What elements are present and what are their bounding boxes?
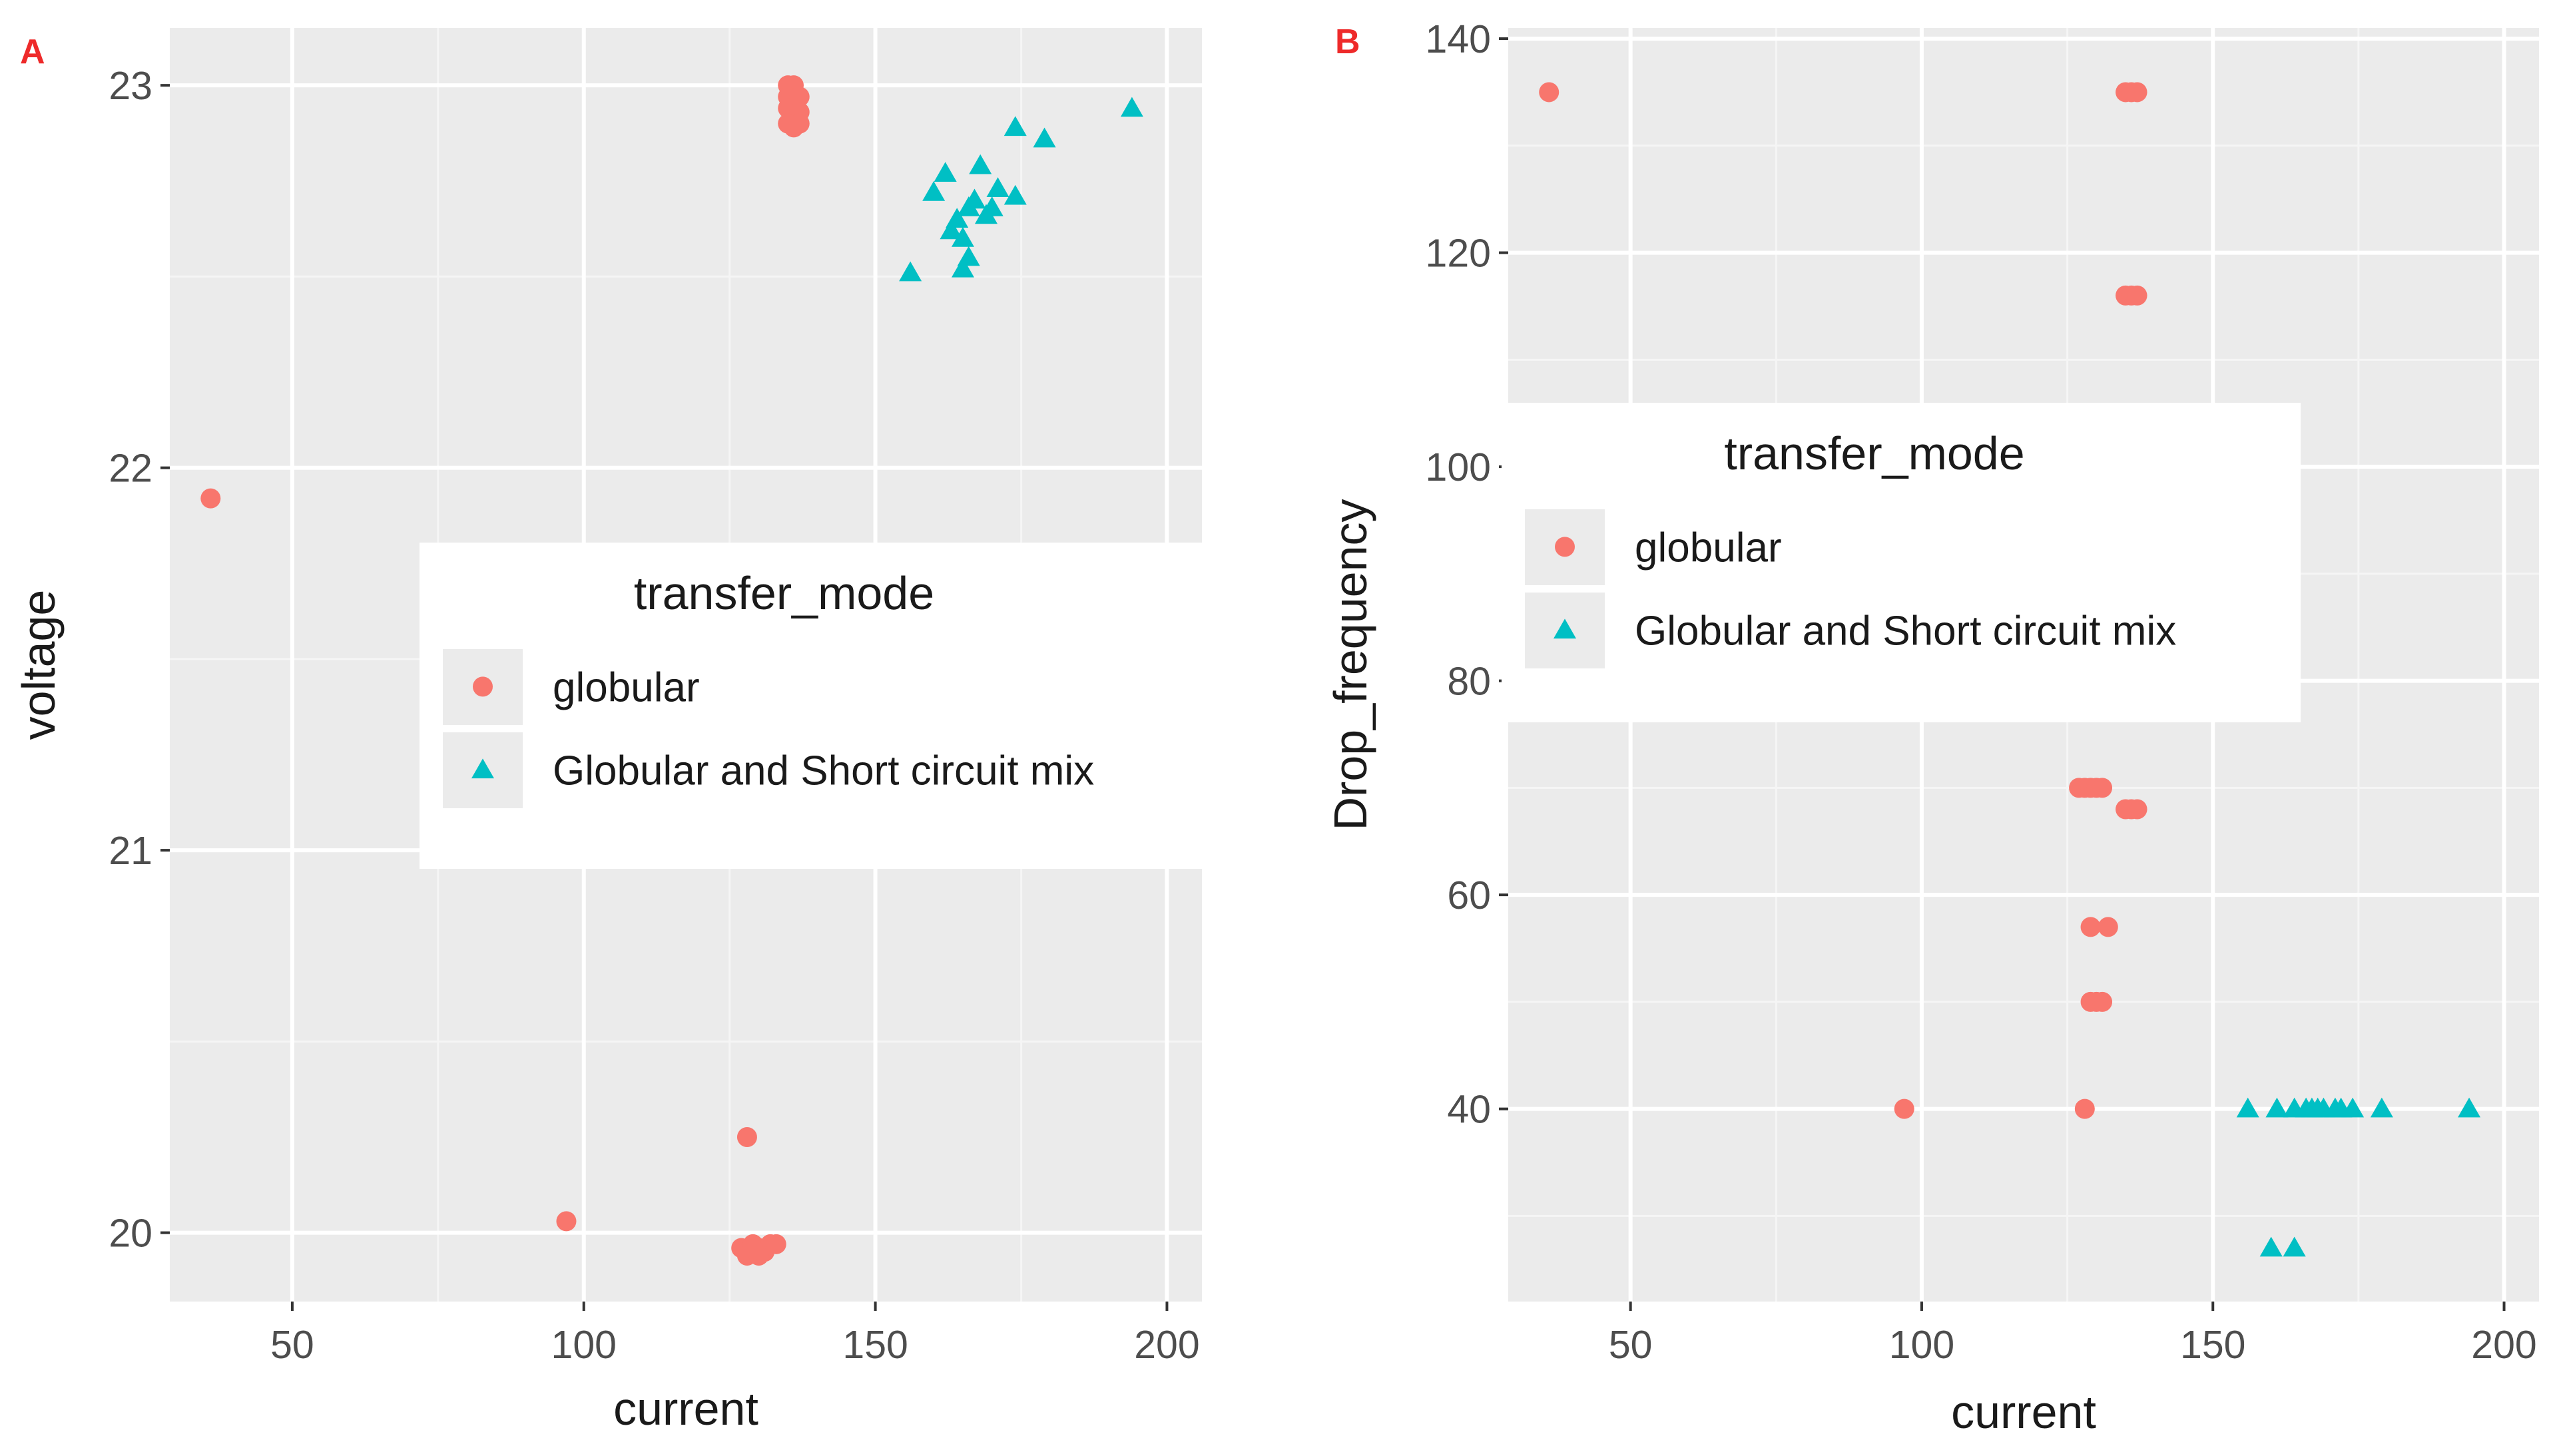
legend-key-globular-symbol xyxy=(1555,537,1575,557)
y-axis-title: Drop_frequency xyxy=(1324,499,1376,830)
y-tick-label: 140 xyxy=(1426,17,1491,61)
x-tick-label: 150 xyxy=(842,1323,908,1367)
legend: transfer_mode globular Globular and Short … xyxy=(1502,403,2301,722)
data-point-mix xyxy=(1120,97,1143,117)
y-axis-title: voltage xyxy=(13,590,65,740)
legend: transfer_mode globular Globular and Short … xyxy=(420,543,1202,869)
legend-title: transfer_mode xyxy=(1724,427,2024,479)
y-tick-label: 22 xyxy=(109,447,152,491)
data-point-mix xyxy=(974,204,997,224)
legend-label: globular xyxy=(553,664,700,710)
data-point-mix xyxy=(1003,184,1027,205)
data-point-mix xyxy=(986,177,1009,198)
legend-label: globular xyxy=(1635,525,1782,571)
data-point-globular xyxy=(2080,917,2101,937)
y-tick-label: 120 xyxy=(1426,232,1491,276)
legend-key-mix-symbol xyxy=(471,758,494,779)
x-tick-label: 50 xyxy=(1609,1323,1653,1367)
legend-label: Globular and Short circuit mix xyxy=(1635,608,2176,654)
data-point-globular xyxy=(2074,1098,2095,1119)
chart-panel-a: 50 100 150 200 20 21 22 23 current voltage Atransf… xyxy=(13,28,1202,1435)
y-tick-label: 40 xyxy=(1447,1088,1491,1132)
data-point-globular xyxy=(789,113,810,134)
data-point-globular xyxy=(2127,82,2147,103)
data-point-globular xyxy=(2098,917,2118,937)
data-point-mix xyxy=(2458,1097,2481,1118)
data-point-globular xyxy=(748,1246,769,1266)
y-tick-label: 21 xyxy=(109,829,152,873)
data-point-mix xyxy=(934,162,957,182)
data-point-mix xyxy=(2283,1236,2306,1257)
legend-box xyxy=(420,543,1202,869)
data-point-globular xyxy=(2092,991,2113,1012)
data-point-globular xyxy=(736,1126,757,1147)
legend-label: Globular and Short circuit mix xyxy=(553,748,1094,794)
x-tick-label: 150 xyxy=(2180,1323,2245,1367)
data-point-mix xyxy=(1003,116,1027,136)
x-tick-label: 200 xyxy=(2471,1323,2536,1367)
data-point-mix xyxy=(2236,1097,2259,1118)
data-point-mix xyxy=(1033,127,1056,148)
data-point-globular xyxy=(2127,799,2147,820)
data-point-mix xyxy=(940,219,963,240)
x-axis-title: current xyxy=(1951,1386,2096,1438)
chart-panel-b: 50 100 150 200 40 60 80 100 120 140 current Drop_fr… xyxy=(1324,17,2539,1438)
data-point-mix xyxy=(2259,1236,2283,1257)
y-tick-label: 100 xyxy=(1426,445,1491,489)
data-point-mix xyxy=(963,188,986,209)
panel-tag: A xyxy=(20,33,45,71)
data-point-globular xyxy=(2127,285,2147,306)
data-point-globular xyxy=(766,1234,786,1254)
data-point-mix xyxy=(2265,1097,2289,1118)
data-point-mix xyxy=(969,154,992,174)
legend-key-globular-symbol xyxy=(473,676,493,697)
data-point-mix xyxy=(899,261,922,282)
data-point-mix xyxy=(951,257,974,278)
y-tick-label: 20 xyxy=(109,1212,152,1256)
data-point-globular xyxy=(556,1211,577,1232)
data-point-globular xyxy=(1539,82,1560,103)
y-tick-label: 60 xyxy=(1447,873,1491,917)
x-tick-label: 100 xyxy=(1889,1323,1954,1367)
x-axis-title: current xyxy=(613,1383,758,1435)
legend-title: transfer_mode xyxy=(634,567,934,619)
x-tick-label: 200 xyxy=(1134,1323,1199,1367)
y-tick-label: 23 xyxy=(109,64,152,108)
data-point-mix xyxy=(957,246,980,266)
x-tick-label: 100 xyxy=(551,1323,617,1367)
legend-key-mix-symbol xyxy=(1554,618,1576,639)
legend-box xyxy=(1502,403,2301,722)
data-point-globular xyxy=(1894,1098,1914,1119)
panel-tag: B xyxy=(1335,23,1360,61)
data-point-globular xyxy=(200,488,221,509)
data-point-mix xyxy=(2341,1097,2365,1118)
x-tick-label: 50 xyxy=(270,1323,314,1367)
data-point-globular xyxy=(2092,778,2113,798)
data-point-mix xyxy=(922,181,946,201)
data-point-mix xyxy=(951,226,974,247)
y-tick-label: 80 xyxy=(1447,660,1491,704)
data-point-mix xyxy=(2370,1097,2393,1118)
